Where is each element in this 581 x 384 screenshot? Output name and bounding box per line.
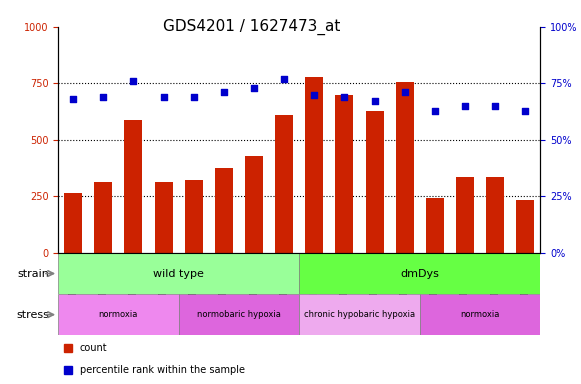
Bar — [155, 182, 173, 253]
Bar — [335, 95, 353, 253]
FancyBboxPatch shape — [299, 253, 540, 294]
Bar — [245, 156, 263, 253]
Bar — [64, 193, 83, 253]
Text: normobaric hypoxia: normobaric hypoxia — [197, 310, 281, 319]
Point — [310, 92, 319, 98]
Text: normoxia: normoxia — [460, 310, 500, 319]
FancyBboxPatch shape — [58, 294, 179, 335]
Point — [159, 94, 168, 100]
Point — [460, 103, 469, 109]
Point — [400, 89, 410, 96]
Text: percentile rank within the sample: percentile rank within the sample — [80, 365, 245, 375]
Bar — [516, 200, 535, 253]
Text: stress: stress — [16, 310, 49, 319]
Text: dmDys: dmDys — [400, 268, 439, 278]
FancyBboxPatch shape — [58, 253, 299, 294]
Point — [189, 94, 198, 100]
Text: GDS4201 / 1627473_at: GDS4201 / 1627473_at — [163, 19, 340, 35]
Point — [430, 108, 439, 114]
Bar — [426, 198, 444, 253]
FancyBboxPatch shape — [179, 294, 299, 335]
Bar — [456, 177, 474, 253]
Bar — [185, 179, 203, 253]
Point — [69, 96, 78, 102]
Bar — [365, 111, 383, 253]
Point — [490, 103, 500, 109]
Bar — [94, 182, 112, 253]
Bar — [275, 115, 293, 253]
FancyBboxPatch shape — [299, 294, 420, 335]
Point — [340, 94, 349, 100]
Point — [279, 76, 289, 82]
Point — [249, 85, 259, 91]
Bar — [215, 168, 233, 253]
Point — [370, 98, 379, 104]
Text: strain: strain — [17, 268, 49, 278]
Bar — [396, 82, 414, 253]
Bar — [486, 177, 504, 253]
Text: normoxia: normoxia — [99, 310, 138, 319]
Point — [129, 78, 138, 84]
FancyBboxPatch shape — [420, 294, 540, 335]
Bar — [124, 119, 142, 253]
Bar — [305, 77, 324, 253]
Text: wild type: wild type — [153, 268, 204, 278]
Text: chronic hypobaric hypoxia: chronic hypobaric hypoxia — [304, 310, 415, 319]
Text: count: count — [80, 343, 107, 353]
Point — [521, 108, 530, 114]
Point — [219, 89, 228, 96]
Point — [99, 94, 108, 100]
